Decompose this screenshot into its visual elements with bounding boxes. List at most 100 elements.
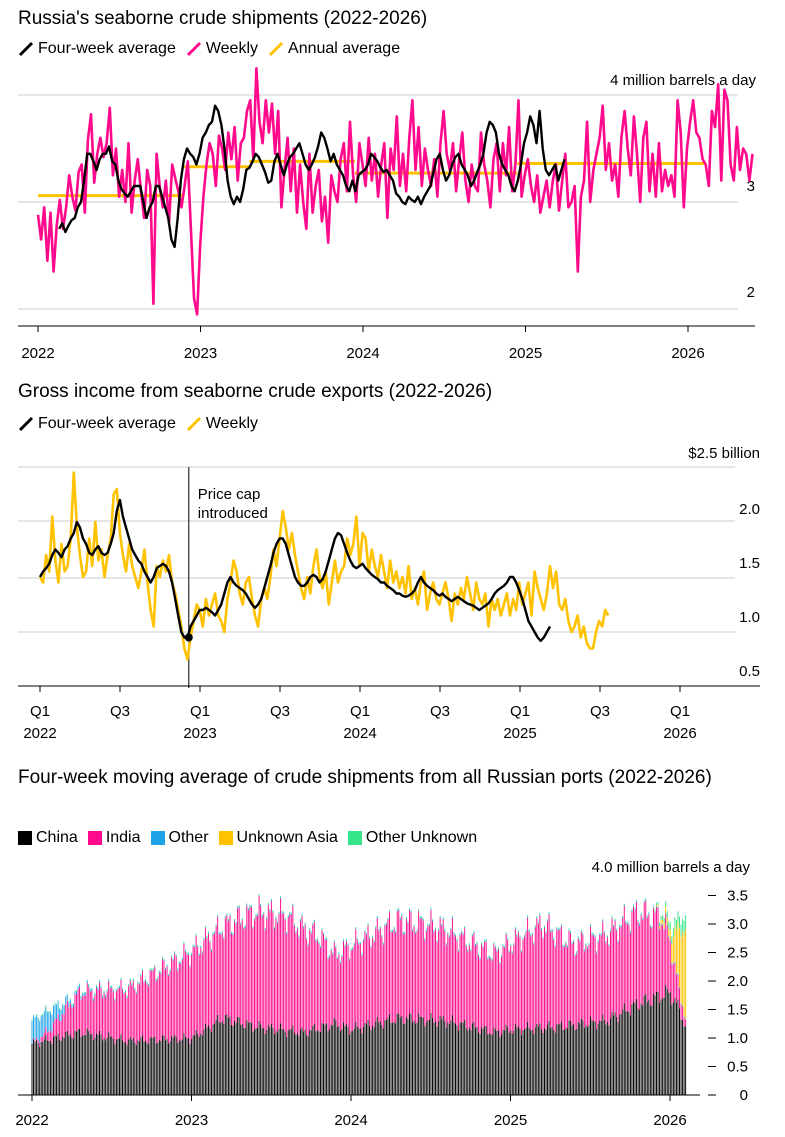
bar-segment-china [392, 1022, 394, 1095]
bar-segment-india [232, 934, 234, 1026]
bar-segment-other [639, 924, 641, 926]
chart3-y-tick-label: 0 [740, 1087, 748, 1104]
bar-segment-other-unknown [122, 988, 123, 990]
bar-segment-china [451, 1015, 453, 1095]
bar-segment-india [289, 914, 291, 1030]
bar-segment-other-unknown [482, 945, 484, 947]
bar-segment-other [51, 1015, 53, 1033]
bar-segment-other-unknown [257, 913, 259, 915]
bar-segment-india [497, 949, 499, 1031]
bar-segment-other [165, 968, 166, 970]
bar-segment-china [211, 1032, 212, 1095]
chart3-legend-unknown-asia: Unknown Asia [218, 829, 338, 847]
bar-segment-india [49, 1030, 51, 1042]
bar-segment-china [301, 1027, 303, 1095]
bar-segment-other-unknown [396, 909, 398, 911]
bar-segment-india [189, 967, 191, 1044]
bar-segment-other [85, 993, 87, 996]
bar-segment-china [102, 1040, 104, 1095]
bar-segment-other-unknown [71, 1004, 73, 1006]
bar-segment-india [536, 918, 538, 1024]
bar-segment-china [255, 1027, 257, 1095]
bar-segment-china [590, 1016, 591, 1095]
bar-segment-india [132, 980, 134, 1038]
bar-segment-other-unknown [554, 944, 556, 946]
bar-segment-india [103, 993, 105, 1038]
bar-segment-india [580, 932, 582, 1019]
bar-segment-other [648, 913, 650, 915]
bar-segment-other-unknown [499, 961, 501, 963]
bar-segment-china [631, 1004, 633, 1095]
bar-segment-india [528, 931, 530, 1028]
bar-segment-other [327, 957, 329, 960]
bar-segment-other-unknown [464, 926, 466, 928]
bar-segment-china [71, 1038, 73, 1095]
bar-segment-other [54, 1004, 56, 1020]
bar-segment-other [284, 918, 286, 920]
bar-segment-other [652, 907, 654, 909]
bar-segment-china [669, 992, 671, 1095]
bar-segment-india [286, 934, 288, 1037]
bar-segment-other-unknown [191, 952, 193, 955]
bar-segment-other [304, 923, 306, 925]
bar-segment-india [392, 932, 394, 1023]
bar-segment-india [37, 1039, 39, 1044]
legend-label: Four-week average [38, 40, 176, 57]
bar-segment-india [461, 932, 463, 1022]
bar-segment-china [108, 1032, 110, 1095]
bar-segment-india [471, 936, 473, 1024]
bar-segment-india [359, 944, 361, 1029]
bar-segment-other [545, 931, 547, 934]
bar-segment-india [122, 990, 123, 1041]
chart1-title: Russia's seaborne crude shipments (2022-… [18, 8, 428, 29]
bar-segment-other-unknown [487, 957, 489, 959]
bar-segment-other [416, 930, 418, 932]
bar-segment-other [134, 988, 136, 990]
bar-segment-india [212, 934, 214, 1025]
bar-segment-china [280, 1023, 282, 1095]
bar-segment-other-unknown [369, 936, 371, 938]
bar-segment-other [597, 941, 599, 943]
bar-segment-china [76, 1031, 77, 1095]
bar-segment-other [103, 991, 105, 994]
bar-segment-other-unknown [361, 953, 363, 955]
bar-segment-china [118, 1038, 120, 1095]
bar-segment-other-unknown [614, 918, 616, 920]
bar-segment-india [324, 939, 326, 1025]
bar-segment-china [461, 1021, 463, 1095]
chart3-legend-india: India [87, 829, 141, 847]
legend-label: Unknown Asia [236, 829, 338, 846]
bar-segment-china [338, 1025, 340, 1095]
bar-segment-other [410, 911, 412, 913]
bar-segment-other-unknown [57, 1000, 59, 1002]
bar-segment-other-unknown [519, 935, 521, 937]
bar-segment-china [425, 1022, 427, 1095]
bar-segment-other [97, 988, 99, 991]
bar-segment-other [556, 927, 558, 930]
bar-segment-india [470, 950, 472, 1031]
bar-segment-india [195, 935, 197, 1030]
bar-segment-india [138, 984, 140, 1042]
bar-segment-other-unknown [195, 933, 197, 935]
bar-segment-other-unknown [131, 983, 133, 985]
bar-segment-china [60, 1040, 62, 1095]
bar-segment-india [148, 986, 150, 1045]
bar-segment-china [68, 1035, 70, 1095]
bar-segment-other-unknown [281, 910, 283, 913]
bar-segment-other-unknown [330, 948, 332, 950]
bar-segment-india [646, 917, 648, 1003]
bar-segment-china [166, 1038, 168, 1095]
bar-segment-india [120, 979, 122, 1035]
bar-segment-india [226, 915, 228, 1015]
bar-segment-india [100, 988, 102, 1035]
bar-segment-other [563, 946, 565, 948]
bar-segment-india [430, 909, 432, 1013]
bar-segment-other-unknown [385, 922, 387, 924]
bar-segment-other [405, 918, 407, 920]
bar-segment-china [539, 1023, 541, 1095]
bar-segment-other [393, 927, 395, 929]
chart1-legend-four-week: Four-week average [18, 40, 176, 58]
bar-segment-other [382, 943, 384, 945]
bar-segment-other-unknown [493, 942, 495, 944]
bar-segment-other-unknown [620, 924, 622, 927]
